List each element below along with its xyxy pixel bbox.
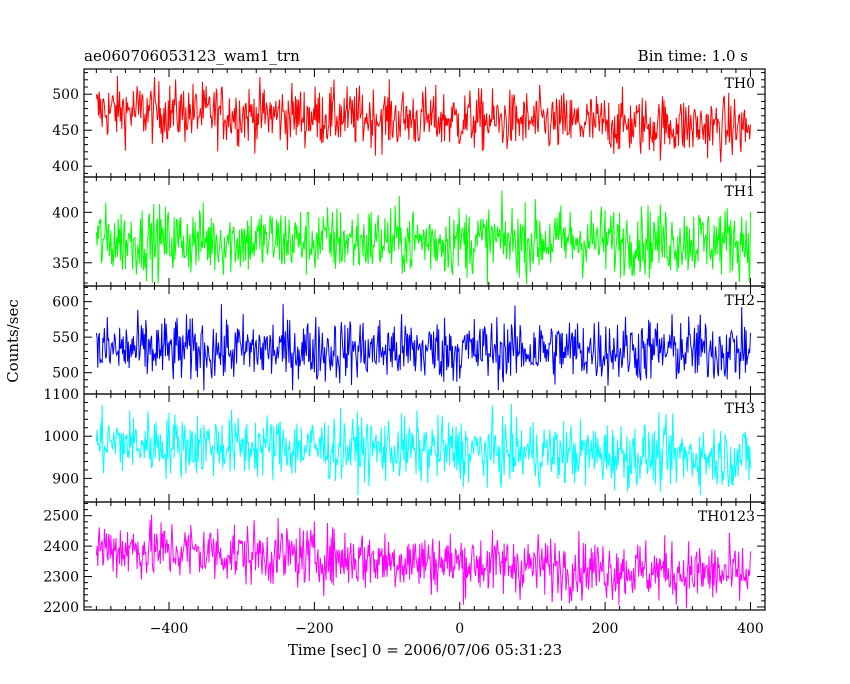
x-axis: −400 −200 0 200 400 bbox=[150, 621, 764, 637]
y-tick-label: 2400 bbox=[43, 539, 79, 555]
y-tick-label: 400 bbox=[52, 205, 79, 221]
y-tick-label: 450 bbox=[52, 123, 79, 139]
channel-label-th3: TH3 bbox=[725, 401, 755, 417]
y-tick-label: 400 bbox=[52, 159, 79, 175]
panel-frame bbox=[83, 501, 766, 611]
series-line-th3 bbox=[95, 404, 751, 496]
panel-th2: 500 550 600 TH2 bbox=[52, 285, 766, 395]
x-axis-label: Time [sec] 0 = 2006/07/06 05:31:23 bbox=[288, 641, 562, 659]
y-tick-label: 350 bbox=[52, 256, 79, 272]
y-tick-label: 500 bbox=[52, 366, 79, 382]
channel-label-th1: TH1 bbox=[725, 184, 755, 200]
panel-th1: 350 400 TH1 bbox=[52, 176, 766, 287]
series-line-th1 bbox=[95, 190, 751, 286]
x-tick-label: 400 bbox=[737, 621, 764, 637]
y-tick-label: 2200 bbox=[43, 600, 79, 616]
y-tick-label: 2500 bbox=[43, 509, 79, 525]
channel-label-th0123: TH0123 bbox=[698, 509, 755, 525]
series-line-th2 bbox=[95, 303, 751, 391]
panel-th0123: 2200 2300 2400 2500 TH0123 bbox=[43, 501, 766, 616]
y-tick-label: 500 bbox=[52, 87, 79, 103]
y-axis-label: Counts/sec bbox=[4, 299, 22, 383]
panel-th3: 900 1000 1100 TH3 bbox=[43, 387, 766, 503]
y-tick-label: 550 bbox=[52, 330, 79, 346]
channel-label-th0: TH0 bbox=[725, 76, 755, 92]
panels-group: 400 450 500 TH0 350 400 TH1 500 550 600 TH2 900 1000… bbox=[43, 68, 766, 616]
figure-title: ae060706053123_wam1_trn bbox=[84, 47, 300, 65]
y-tick-label: 900 bbox=[52, 471, 79, 487]
x-tick-label: 200 bbox=[592, 621, 619, 637]
channel-label-th2: TH2 bbox=[725, 293, 755, 309]
y-tick-label: 1000 bbox=[43, 429, 79, 445]
series-line-th0123 bbox=[95, 514, 751, 609]
y-tick-label: 600 bbox=[52, 295, 79, 311]
x-tick-label: 0 bbox=[455, 621, 464, 637]
y-tick-label: 2300 bbox=[43, 570, 79, 586]
panel-th0: 400 450 500 TH0 bbox=[52, 68, 766, 178]
series-line-th0 bbox=[95, 75, 751, 163]
bin-time-label: Bin time: 1.0 s bbox=[638, 47, 748, 65]
x-tick-label: −400 bbox=[150, 621, 188, 637]
x-tick-label: −200 bbox=[295, 621, 333, 637]
y-tick-label: 1100 bbox=[43, 387, 79, 403]
